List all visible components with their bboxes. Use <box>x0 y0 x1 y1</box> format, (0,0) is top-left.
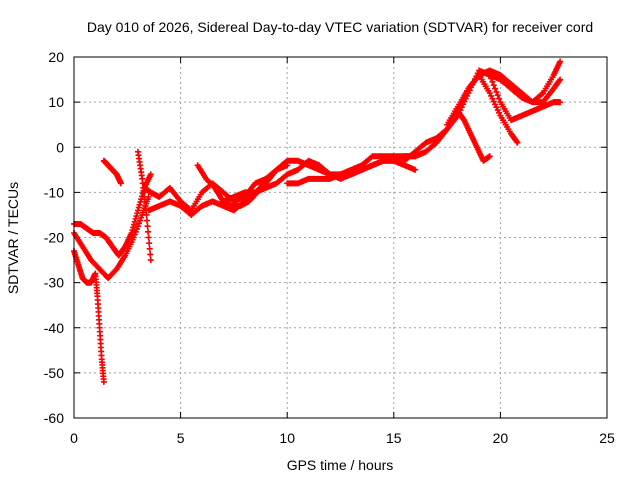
data-point <box>496 95 503 102</box>
data-point <box>134 223 141 230</box>
data-point <box>144 223 151 230</box>
x-tick-label: 25 <box>599 430 615 446</box>
data-point <box>138 214 145 221</box>
x-axis-label: GPS time / hours <box>287 457 394 473</box>
y-tick-label: -50 <box>44 365 64 381</box>
x-tick-label: 10 <box>279 430 295 446</box>
data-point <box>117 180 124 187</box>
chart-title: Day 010 of 2026, Sidereal Day-to-day VTE… <box>87 19 593 35</box>
grid <box>74 57 607 418</box>
y-tick-label: -40 <box>44 320 64 336</box>
data-point <box>131 231 138 238</box>
x-tick-label: 0 <box>70 430 78 446</box>
data-point <box>132 228 139 235</box>
data-point <box>489 78 496 85</box>
plot-frame <box>73 56 608 419</box>
y-tick-label: -30 <box>44 275 64 291</box>
data-point <box>137 217 144 224</box>
data-point <box>144 217 151 224</box>
x-tick-label: 20 <box>493 430 509 446</box>
y-tick-label: 0 <box>56 139 64 155</box>
y-tick-label: -60 <box>44 410 64 426</box>
data-point <box>494 92 501 99</box>
x-tick-label: 15 <box>386 430 402 446</box>
data-point <box>145 234 152 241</box>
data-point <box>412 166 419 173</box>
data-point <box>514 139 521 146</box>
data-point <box>146 240 153 247</box>
data-point <box>557 58 564 65</box>
data-point <box>146 245 153 252</box>
y-tick-label: -20 <box>44 230 64 246</box>
series-track-15 <box>486 72 564 124</box>
y-tick-label: -10 <box>44 184 64 200</box>
data-point <box>490 82 497 89</box>
y-tick-label: 20 <box>48 49 64 65</box>
data-point <box>147 171 154 178</box>
data-point <box>492 85 499 92</box>
data-points <box>71 58 564 385</box>
data-point <box>557 99 564 106</box>
series-track-3 <box>71 193 152 282</box>
y-axis-label: SDTVAR / TECUs <box>5 182 21 294</box>
data-point <box>486 153 493 160</box>
data-point <box>133 226 140 233</box>
data-point <box>147 257 154 264</box>
data-point <box>136 220 143 227</box>
series-track-1 <box>71 248 107 385</box>
series-track-12 <box>444 67 564 128</box>
data-point <box>130 234 137 241</box>
y-tick-label: 10 <box>48 94 64 110</box>
data-point <box>486 72 493 79</box>
series-track-5 <box>134 148 154 264</box>
data-point <box>488 75 495 82</box>
data-point <box>493 88 500 95</box>
series-track-8 <box>194 153 419 209</box>
x-tick-label: 5 <box>177 430 185 446</box>
data-point <box>557 76 564 83</box>
data-point <box>100 378 107 385</box>
series-track-14 <box>476 72 521 146</box>
data-point <box>145 228 152 235</box>
series-track-13 <box>454 108 493 164</box>
series-track-4 <box>100 157 124 187</box>
data-point <box>143 211 150 218</box>
data-point <box>147 251 154 258</box>
